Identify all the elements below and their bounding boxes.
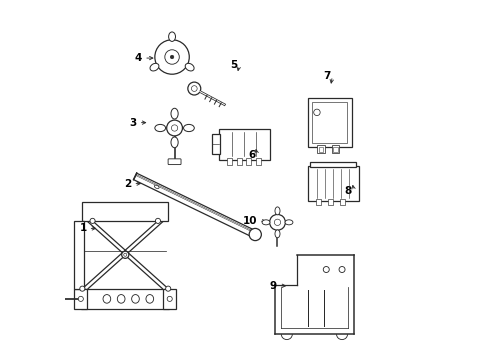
FancyBboxPatch shape	[81, 289, 169, 309]
Circle shape	[269, 215, 285, 230]
Text: 9: 9	[269, 281, 276, 291]
Circle shape	[166, 120, 182, 136]
FancyBboxPatch shape	[219, 129, 269, 159]
Circle shape	[249, 228, 261, 240]
FancyBboxPatch shape	[74, 289, 87, 309]
Circle shape	[164, 50, 179, 64]
Circle shape	[274, 219, 280, 225]
FancyBboxPatch shape	[307, 98, 351, 147]
Ellipse shape	[262, 220, 269, 225]
Circle shape	[313, 109, 320, 116]
Ellipse shape	[150, 63, 159, 71]
FancyBboxPatch shape	[309, 162, 356, 167]
Circle shape	[170, 55, 173, 59]
Circle shape	[191, 86, 197, 91]
FancyBboxPatch shape	[82, 202, 168, 221]
Text: 3: 3	[129, 118, 137, 128]
Ellipse shape	[155, 125, 165, 132]
Ellipse shape	[131, 294, 139, 303]
Circle shape	[123, 253, 126, 256]
Text: 8: 8	[344, 186, 351, 196]
FancyBboxPatch shape	[315, 199, 321, 206]
Polygon shape	[133, 173, 256, 238]
Circle shape	[155, 218, 160, 224]
FancyBboxPatch shape	[331, 145, 339, 153]
Circle shape	[80, 286, 85, 291]
FancyBboxPatch shape	[163, 289, 176, 309]
Ellipse shape	[183, 125, 194, 132]
Text: 7: 7	[323, 71, 330, 81]
Ellipse shape	[285, 220, 292, 225]
Ellipse shape	[117, 294, 125, 303]
FancyBboxPatch shape	[339, 199, 345, 206]
Circle shape	[78, 296, 83, 301]
Text: 2: 2	[124, 179, 131, 189]
Text: 10: 10	[242, 216, 257, 226]
Circle shape	[53, 297, 58, 301]
FancyBboxPatch shape	[236, 158, 241, 165]
Ellipse shape	[171, 108, 178, 119]
Ellipse shape	[154, 185, 159, 189]
FancyBboxPatch shape	[255, 158, 261, 165]
Circle shape	[155, 40, 189, 74]
Ellipse shape	[274, 207, 280, 215]
FancyBboxPatch shape	[246, 158, 251, 165]
Text: 5: 5	[230, 60, 237, 70]
FancyBboxPatch shape	[74, 221, 84, 289]
Ellipse shape	[274, 230, 280, 238]
Ellipse shape	[145, 294, 153, 303]
FancyBboxPatch shape	[311, 102, 346, 143]
Circle shape	[171, 125, 177, 131]
Text: 6: 6	[247, 150, 255, 160]
FancyBboxPatch shape	[318, 147, 323, 152]
Text: 4: 4	[135, 53, 142, 63]
Circle shape	[122, 251, 128, 258]
FancyBboxPatch shape	[317, 145, 325, 153]
Circle shape	[165, 286, 170, 291]
Ellipse shape	[185, 63, 194, 71]
FancyBboxPatch shape	[168, 159, 181, 165]
Ellipse shape	[168, 32, 175, 41]
Circle shape	[167, 296, 172, 301]
Ellipse shape	[171, 137, 178, 148]
FancyBboxPatch shape	[212, 134, 220, 154]
FancyBboxPatch shape	[226, 158, 231, 165]
FancyBboxPatch shape	[333, 147, 337, 152]
Circle shape	[338, 266, 345, 273]
FancyBboxPatch shape	[327, 199, 333, 206]
Text: 1: 1	[79, 224, 86, 233]
Circle shape	[90, 218, 95, 224]
FancyBboxPatch shape	[307, 166, 358, 201]
Circle shape	[187, 82, 201, 95]
Circle shape	[323, 266, 328, 273]
Ellipse shape	[103, 294, 110, 303]
